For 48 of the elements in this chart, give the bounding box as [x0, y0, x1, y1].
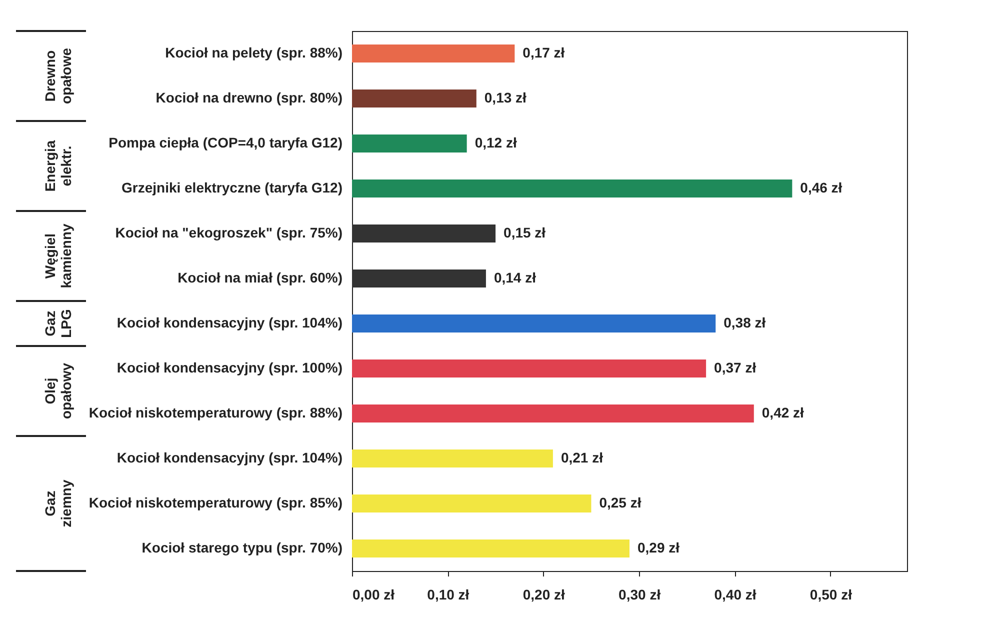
bar: [352, 270, 486, 288]
x-tick-label: 0,50 zł: [810, 586, 852, 602]
y-tick-label: Pompa ciepła (COP=4,0 taryfa G12): [108, 134, 342, 150]
y-tick-label: Kocioł na miał (spr. 60%): [178, 270, 342, 286]
bar: [352, 360, 706, 378]
bar: [352, 134, 467, 152]
text: Węgiel kamienny: [42, 223, 74, 288]
data-label: 0,29 zł: [638, 540, 680, 556]
data-label: 0,14 zł: [494, 270, 536, 286]
x-tick-label: 0,20 zł: [522, 586, 565, 602]
text: Energia elektr.: [42, 140, 74, 192]
y-tick-label: Kocioł niskotemperaturowy (spr. 85%): [88, 494, 342, 510]
y-tick-label: Kocioł na drewno (spr. 80%): [156, 90, 342, 106]
y-tick-label: Kocioł kondensacyjny (spr. 100%): [116, 360, 342, 376]
text: Gaz ziemny: [42, 480, 74, 528]
data-label: 0,12 zł: [474, 134, 517, 150]
y-tick-label: Kocioł starego typu (spr. 70%): [142, 540, 342, 556]
data-label: 0,21 zł: [560, 450, 604, 466]
x-tick-label: 0,10 zł: [427, 586, 470, 602]
data-label: 0,15 zł: [504, 224, 546, 240]
y-tick-label: Kocioł kondensacyjny (spr. 104%): [116, 314, 342, 330]
bar: [352, 404, 754, 422]
x-tick-label: 0,40 zł: [714, 586, 756, 602]
x-tick-label: 0,00 zł: [352, 586, 395, 602]
data-label: 0,37 zł: [714, 360, 756, 376]
data-label: 0,46 zł: [800, 180, 842, 196]
data-label: 0,42 zł: [762, 404, 804, 420]
bar: [352, 540, 630, 558]
data-label: 0,13 zł: [484, 90, 527, 106]
bar: [352, 180, 792, 198]
data-label: 0,25 zł: [599, 494, 642, 510]
text: Olej opałowy: [42, 362, 74, 420]
y-tick-label: Kocioł niskotemperaturowy (spr. 88%): [88, 404, 342, 420]
data-label: 0,38 zł: [724, 314, 766, 330]
bar: [352, 90, 476, 108]
text: Drewno opałowe: [42, 48, 74, 104]
bar: [352, 450, 553, 468]
y-tick-label: Kocioł kondensacyjny (spr. 104%): [116, 450, 342, 466]
y-tick-label: Grzejniki elektryczne (taryfa G12): [122, 180, 342, 196]
text: Gaz LPG: [42, 309, 74, 338]
data-label: 0,17 zł: [522, 44, 565, 60]
y-tick-label: Kocioł na pelety (spr. 88%): [165, 44, 342, 60]
bar: [352, 494, 592, 512]
bar: [352, 224, 496, 242]
y-tick-label: Kocioł na "ekogroszek" (spr. 75%): [115, 224, 342, 240]
x-tick-label: 0,30 zł: [618, 586, 661, 602]
bar: [352, 314, 716, 332]
bar: [352, 44, 515, 62]
